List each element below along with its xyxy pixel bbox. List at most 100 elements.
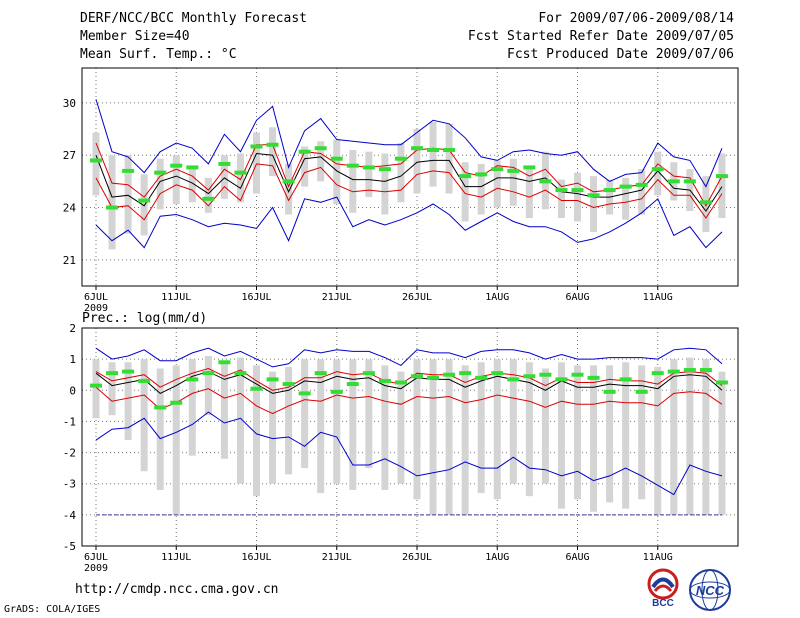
ncc-logo-text: NCC (696, 583, 725, 598)
prec-series-max (95, 347, 723, 368)
temp-year-label: 2009 (84, 303, 108, 314)
prec-spread-box (638, 365, 646, 500)
temp-xtick-label: 11JUL (161, 292, 191, 303)
temp-obs-marker (186, 165, 199, 170)
prec-obs-marker (683, 368, 696, 373)
prec-spread-box (413, 359, 421, 500)
header-left: DERF/NCC/BCC Monthly Forecast Member Siz… (80, 10, 307, 64)
temp-obs-marker (539, 179, 552, 184)
temp-obs-marker (619, 184, 632, 189)
temp-obs-marker (667, 179, 680, 184)
temp-obs-marker (330, 156, 343, 161)
prec-spread-box (622, 362, 630, 509)
temp-obs-marker (282, 179, 295, 184)
temp-spread-box (429, 122, 437, 187)
temp-obs-marker (523, 165, 536, 170)
prec-spread-box (445, 359, 453, 515)
prec-spread-box (461, 365, 469, 515)
temp-ytick-label: 30 (63, 97, 76, 110)
prec-spread-box (670, 359, 678, 515)
temp-obs-marker (314, 146, 327, 151)
prec-spread-box (253, 365, 260, 497)
prec-obs-marker (651, 371, 664, 376)
variable-label: Mean Surf. Temp.: °C (80, 47, 237, 62)
temp-spread-box (397, 142, 405, 203)
prec-spread-box (525, 362, 533, 497)
prec-obs-marker (507, 377, 520, 382)
prec-obs-marker (699, 368, 712, 373)
prec-obs-marker (603, 389, 616, 394)
temp-spread-box (445, 123, 453, 194)
temp-spread-box (124, 155, 132, 234)
prec-obs-marker (571, 372, 584, 377)
prec-obs-marker (555, 377, 568, 382)
prec-obs-marker (282, 382, 295, 387)
temp-xtick-label: 26JUL (402, 292, 432, 303)
prec-spread-box (493, 359, 501, 500)
temp-obs-marker (122, 168, 135, 173)
temp-obs-marker (699, 200, 712, 205)
temp-spread-box (365, 151, 373, 198)
temp-series-min (95, 196, 723, 249)
bcc-logo-text: BCC (652, 598, 674, 608)
temp-spread-box (172, 155, 180, 205)
forecast-started-date: Fcst Started Refer Date 2009/07/05 (467, 29, 734, 44)
prec-obs-marker (443, 372, 456, 377)
prec-spread-box (317, 359, 325, 494)
prec-xtick-label: 6JUL (84, 552, 108, 563)
prec-obs-marker (362, 371, 375, 376)
prec-spread-box (172, 365, 180, 515)
temp-spread-box (285, 163, 293, 215)
temp-spread-box (188, 165, 196, 203)
temp-spread-box (557, 179, 565, 218)
prec-obs-marker (202, 371, 215, 376)
temp-obs-marker (394, 156, 407, 161)
prec-obs-marker (298, 391, 311, 396)
prec-obs-marker (427, 375, 440, 380)
temp-spread-box (509, 158, 517, 206)
prec-xtick-label: 21JUL (322, 552, 352, 563)
chart-title: DERF/NCC/BCC Monthly Forecast (80, 11, 307, 26)
prec-obs-marker (154, 405, 167, 410)
prec-ytick-label: -1 (63, 415, 76, 428)
prec-obs-marker (218, 360, 231, 365)
temp-obs-marker (475, 172, 488, 177)
temp-frame (81, 67, 739, 287)
temp-xtick-label: 6AUG (565, 292, 589, 303)
grads-credit: GrADS: COLA/IGES (4, 604, 101, 615)
temp-spread-box (622, 177, 630, 220)
prec-series-mean (95, 371, 723, 394)
prec-obs-marker (330, 389, 343, 394)
prec-obs-marker (138, 378, 151, 383)
prec-obs-marker (635, 389, 648, 394)
source-url[interactable]: http://cmdp.ncc.cma.gov.cn (75, 582, 279, 597)
prec-spread-box (557, 362, 565, 509)
prec-spread-box (204, 356, 212, 416)
prec-ytick-label: -3 (63, 478, 76, 491)
prec-spread-box (236, 357, 244, 484)
prec-spread-box (140, 359, 148, 472)
temp-xtick-label: 11AUG (643, 292, 673, 303)
temp-spread-box (220, 155, 228, 199)
prec-spread-box (381, 365, 389, 490)
temp-obs-marker (346, 163, 359, 168)
temp-obs-marker (234, 170, 247, 175)
prec-obs-marker (587, 375, 600, 380)
temp-ytick-label: 24 (63, 202, 77, 215)
temp-obs-marker (170, 163, 183, 168)
prec-obs-marker (346, 382, 359, 387)
prec-spread-box (365, 359, 373, 469)
temp-spread-box (590, 176, 598, 232)
prec-xtick-label: 6AUG (565, 552, 589, 563)
prec-spread-box (92, 359, 100, 419)
temp-xtick-label: 21JUL (322, 292, 352, 303)
temp-obs-marker (443, 147, 456, 152)
prec-spread-box (269, 371, 277, 484)
temp-spread-box (349, 149, 357, 213)
prec-year-label: 2009 (84, 563, 108, 574)
prec-spread-box (590, 365, 598, 512)
temp-series-max (95, 99, 723, 188)
temp-spread-box (236, 153, 244, 203)
temp-spread-box (301, 146, 309, 187)
